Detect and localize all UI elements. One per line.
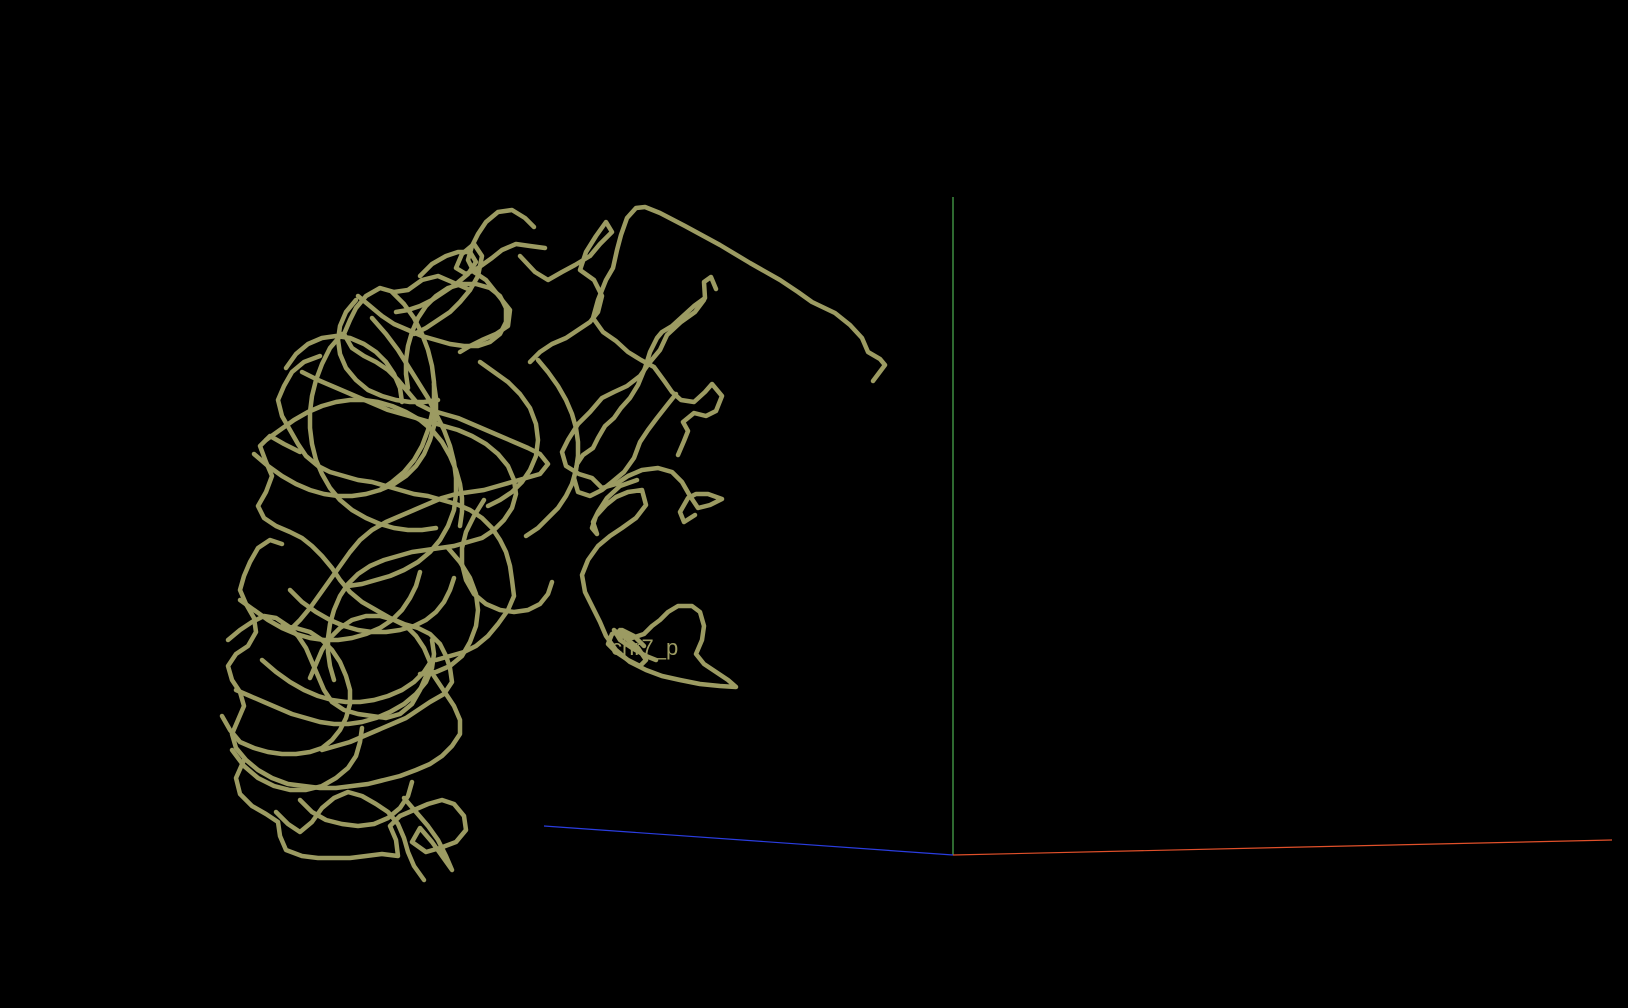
chromosome-upper-segment <box>414 244 545 334</box>
chromosome-globule-segment <box>526 360 578 536</box>
chromosome-tail-segment <box>593 207 885 455</box>
chromosome-label: chr7_p <box>611 635 678 660</box>
z-axis-line <box>544 826 953 855</box>
chromosome-structure[interactable] <box>222 207 885 880</box>
chromosome-upper-segment <box>460 210 534 352</box>
chromosome-globule-segment <box>232 728 362 790</box>
chromosome-globule-segment <box>310 334 436 530</box>
x-axis-line <box>953 840 1612 855</box>
chromosome-upper-segment <box>520 222 612 362</box>
